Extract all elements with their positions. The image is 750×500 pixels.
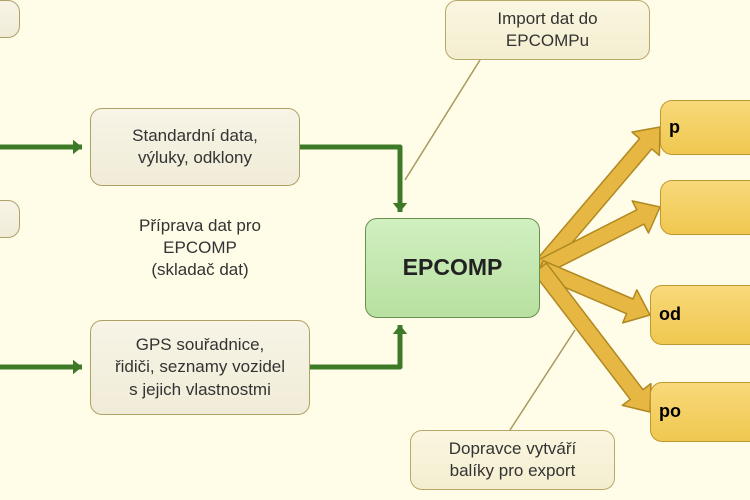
left-stub-top <box>0 0 20 38</box>
out-box-4-label: po <box>659 400 681 423</box>
input-box-top: Standardní data,výluky, odklony <box>90 108 300 186</box>
left-stub-bot <box>0 200 20 238</box>
note-box-top: Import dat doEPCOMPu <box>445 0 650 60</box>
center-box: EPCOMP <box>365 218 540 318</box>
input-box-top-label: Standardní data,výluky, odklony <box>132 125 258 169</box>
out-box-1-label: p <box>669 116 680 139</box>
input-box-bot-label: GPS souřadnice,řidiči, seznamy vozidels … <box>115 334 285 400</box>
out-box-2 <box>660 180 750 235</box>
note-box-bot: Dopravce vytváříbalíky pro export <box>410 430 615 490</box>
out-box-3-label: od <box>659 303 681 326</box>
out-box-4: po <box>650 382 750 442</box>
note-box-top-label: Import dat doEPCOMPu <box>497 8 597 52</box>
out-box-3: od <box>650 285 750 345</box>
note-box-bot-label: Dopravce vytváříbalíky pro export <box>449 438 577 482</box>
center-box-label: EPCOMP <box>403 253 503 283</box>
mid-label-text: Příprava dat proEPCOMP(skladač dat) <box>139 216 261 279</box>
input-box-bot: GPS souřadnice,řidiči, seznamy vozidels … <box>90 320 310 415</box>
out-box-1: p <box>660 100 750 155</box>
mid-label: Příprava dat proEPCOMP(skladač dat) <box>95 215 305 281</box>
